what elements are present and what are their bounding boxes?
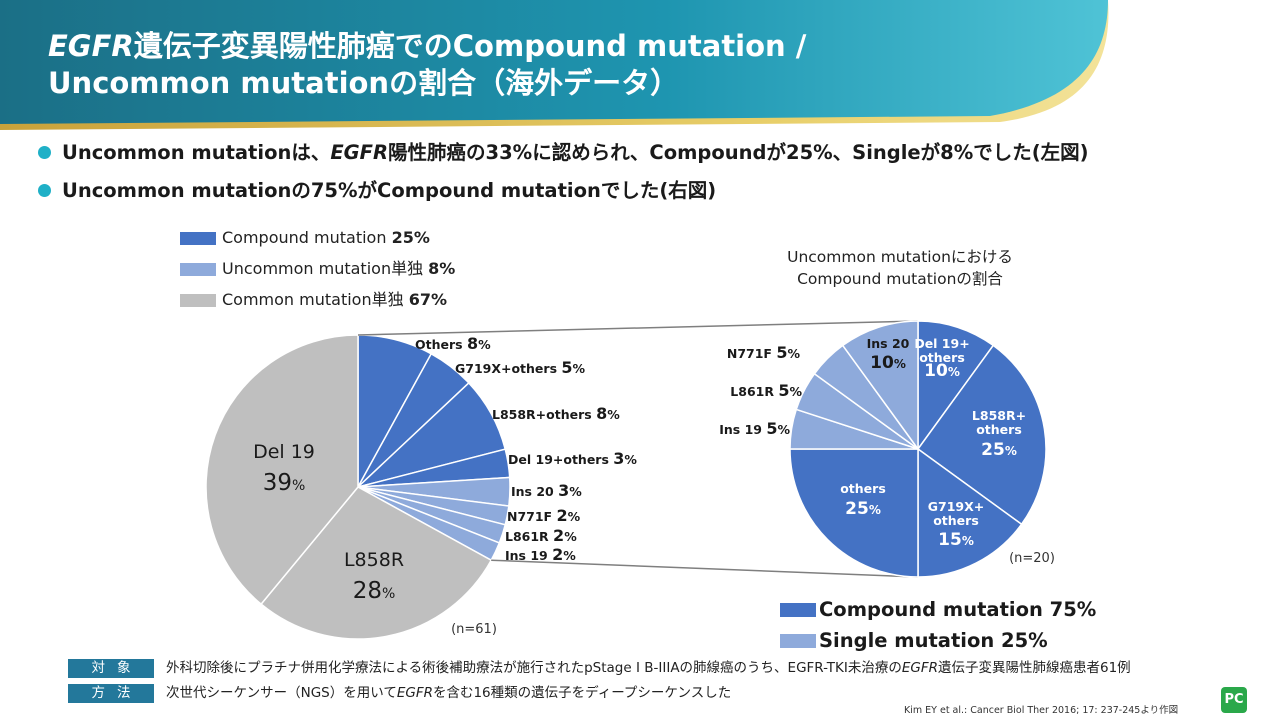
data-label-l858r-name: L858R — [344, 549, 404, 571]
citation: Kim EY et al.: Cancer Biol Ther 2016; 17… — [904, 705, 1179, 716]
data-label-del-19-value: 39% — [263, 470, 306, 496]
data-label-l861r: L861R 5% — [730, 381, 802, 400]
bullet-dot-icon — [38, 146, 51, 159]
summary-bullets: Uncommon mutationは、EGFR陽性肺癌の33%に認められ、Com… — [38, 140, 1268, 216]
pie-slice-others — [789, 448, 919, 578]
data-label-g719x-others-line: others — [933, 513, 979, 528]
legend-swatch — [180, 294, 216, 307]
data-label-l858r-others-value: 25% — [981, 440, 1017, 460]
data-label-n771f: N771F 2% — [507, 506, 581, 525]
data-label-l858r-others: L858R+others 8% — [492, 404, 620, 423]
data-label-others: Others 8% — [415, 334, 491, 353]
bullet-dot-icon — [38, 184, 51, 197]
data-label-ins-20-name: Ins 20 — [867, 336, 910, 351]
data-label-others-line: others — [840, 481, 886, 496]
pie-slice-del-19-others — [917, 320, 995, 452]
header-banner: EGFR遺伝子変異陽性肺癌でのCompound mutation / Uncom… — [0, 0, 1280, 130]
data-label-ins-20: Ins 20 3% — [511, 481, 582, 500]
data-label-del-19-others: Del 19+others 3% — [508, 449, 637, 468]
pie-slice-l858r — [260, 486, 493, 640]
data-label-others-value: 25% — [845, 499, 881, 519]
legend-swatch — [180, 263, 216, 276]
data-label-g719x-others-line: G719X+ — [928, 499, 984, 514]
data-label-n771f: N771F 5% — [727, 343, 801, 362]
data-label-l858r-others-line: L858R+ — [972, 408, 1026, 423]
legend-swatch — [180, 232, 216, 245]
connector-line-top — [357, 320, 919, 336]
connector-line-bottom — [491, 559, 919, 578]
right-chart-title: Uncommon mutationにおける Compound mutationの… — [787, 248, 1013, 288]
sample-size-right: (n=20) — [1009, 551, 1055, 566]
bullet-2: Uncommon mutationの75%がCompound mutationで… — [38, 178, 1268, 204]
page-title: EGFR遺伝子変異陽性肺癌でのCompound mutation / Uncom… — [48, 29, 807, 100]
data-label-ins-19: Ins 19 5% — [719, 419, 790, 438]
header-background — [0, 0, 1109, 130]
bullet-1: Uncommon mutationは、EGFR陽性肺癌の33%に認められ、Com… — [38, 140, 1268, 166]
note-tag: 方法 — [68, 684, 154, 703]
pie-slice-g719x-others — [917, 447, 1023, 578]
data-label-g719x-others: G719X+others 5% — [455, 358, 586, 377]
data-label-del-19-others-line: others — [919, 350, 965, 365]
pie-slice-l858r-others — [916, 344, 1047, 526]
legend-swatch — [780, 634, 816, 648]
data-label-del-19-others-line: Del 19+ — [914, 336, 969, 351]
data-label-del-19-others-value: 10% — [924, 361, 960, 381]
data-label-ins-20-value: 10% — [870, 353, 906, 373]
data-label-del-19-name: Del 19 — [253, 441, 315, 463]
legend-swatch — [780, 603, 816, 617]
pie-slice-ins-20 — [841, 320, 919, 452]
data-label-l861r: L861R 2% — [505, 526, 577, 545]
company-logo: PC — [1221, 687, 1247, 713]
note-tag: 対象 — [68, 659, 154, 678]
data-label-g719x-others-value: 15% — [938, 530, 974, 550]
pie-slice-del-19 — [205, 334, 359, 606]
data-label-ins-19: Ins 19 2% — [505, 545, 576, 564]
data-label-l858r-value: 28% — [353, 578, 396, 604]
sample-size-left: (n=61) — [451, 622, 497, 637]
data-label-l858r-others-line: others — [976, 422, 1022, 437]
